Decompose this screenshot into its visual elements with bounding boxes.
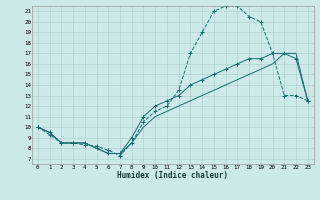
X-axis label: Humidex (Indice chaleur): Humidex (Indice chaleur) <box>117 171 228 180</box>
